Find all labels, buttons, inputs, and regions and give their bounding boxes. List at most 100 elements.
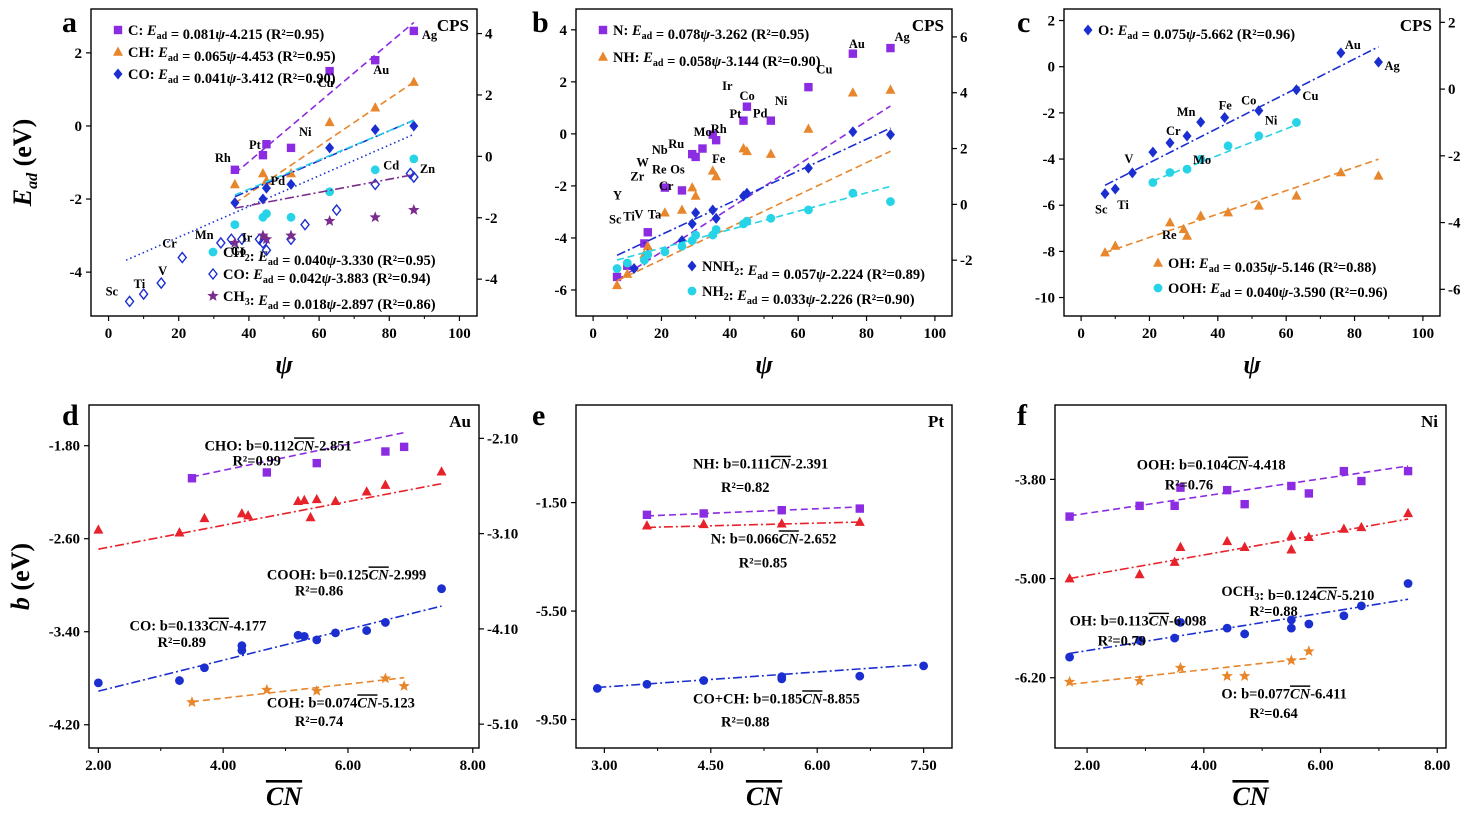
data-point bbox=[261, 683, 273, 695]
x-axis-title: ψ bbox=[1243, 350, 1261, 379]
x-tick-label: 2.00 bbox=[85, 758, 111, 774]
data-point bbox=[1403, 466, 1413, 476]
data-point bbox=[777, 506, 786, 515]
point-label: Cd bbox=[383, 158, 399, 172]
y2-tick-label: -2 bbox=[1448, 149, 1461, 165]
y-tick-label: -6 bbox=[555, 283, 568, 299]
data-point bbox=[629, 263, 639, 275]
data-point bbox=[1254, 131, 1264, 141]
y2-tick-label: 2 bbox=[485, 88, 493, 104]
data-point bbox=[1134, 568, 1145, 579]
series-ooh: OOH: b=0.104CN-4.418 R²=0.76 bbox=[1065, 457, 1413, 521]
y2-tick-label: 6 bbox=[960, 30, 968, 46]
data-point bbox=[699, 509, 708, 518]
x-tick-label: 4.00 bbox=[210, 758, 236, 774]
legend-label: N: Ead = 0.078ψ-3.262 (R²=0.95) bbox=[613, 23, 809, 43]
point-label: Co bbox=[231, 244, 246, 258]
point-label: Co bbox=[1241, 94, 1256, 108]
y-tick-label: -9.50 bbox=[536, 713, 567, 729]
data-point bbox=[1356, 601, 1366, 611]
data-point bbox=[1373, 170, 1384, 180]
r2-label: R²=0.76 bbox=[1165, 477, 1213, 493]
point-label: V bbox=[1124, 152, 1133, 166]
data-point bbox=[742, 216, 752, 226]
r2-label: R²=0.99 bbox=[232, 453, 280, 469]
data-point bbox=[885, 84, 896, 94]
series-nh: NH: Ead = 0.058ψ-3.144 (R²=0.90) bbox=[598, 50, 896, 290]
y2-tick-label: 4 bbox=[485, 27, 493, 43]
data-point bbox=[1165, 137, 1175, 149]
point-label: Rh bbox=[711, 122, 727, 136]
y2-tick-label: 4 bbox=[960, 86, 968, 102]
data-point bbox=[1253, 200, 1264, 210]
y-tick-label: -4 bbox=[1043, 152, 1056, 168]
data-point bbox=[1178, 223, 1189, 234]
data-point bbox=[660, 247, 670, 257]
y-tick-label: -4 bbox=[70, 265, 83, 281]
x-tick-label: 100 bbox=[448, 326, 471, 342]
panel-tag: Ni bbox=[1421, 412, 1438, 431]
data-point bbox=[1195, 210, 1206, 220]
r2-label: R²=0.64 bbox=[1249, 706, 1297, 722]
data-point bbox=[699, 676, 709, 685]
data-point bbox=[285, 229, 297, 241]
point-label: Cr bbox=[1166, 124, 1181, 138]
data-point bbox=[1127, 167, 1137, 179]
x-axis-title: ψ bbox=[275, 350, 293, 379]
fit-line bbox=[98, 482, 442, 550]
y-tick-label: -5.50 bbox=[536, 604, 567, 620]
x-tick-label: 100 bbox=[924, 326, 947, 342]
point-label: Cu bbox=[1302, 89, 1318, 103]
data-point bbox=[711, 225, 721, 234]
point-label: Nb bbox=[652, 143, 668, 157]
x-tick-label: 6.00 bbox=[1307, 758, 1333, 774]
data-point bbox=[1403, 579, 1413, 588]
point-label: Fe bbox=[712, 152, 726, 166]
data-point bbox=[641, 520, 652, 530]
point-label: Ti bbox=[1117, 198, 1129, 212]
legend-label: CH3: Ead = 0.018ψ-2.897 (R²=0.86) bbox=[223, 289, 436, 313]
equation-label: O: b=0.077CN-6.411 bbox=[1221, 686, 1347, 702]
data-point bbox=[766, 116, 776, 125]
series-nh2: NH2: Ead = 0.033ψ-2.226 (R²=0.90) bbox=[612, 185, 915, 308]
panel-tag: CPS bbox=[437, 16, 469, 35]
y2-tick-label: -4 bbox=[485, 272, 498, 288]
data-point bbox=[1223, 141, 1233, 151]
panel-b: b CPS 0 20 40 60 80 100 -6 -4 -2 0 2 4 -2 0 2 4 6 ψ N: Ead =… bbox=[532, 6, 973, 379]
point-label: Cu bbox=[318, 76, 334, 90]
data-point bbox=[1291, 190, 1302, 200]
data-point bbox=[312, 458, 321, 468]
equation-label: N: b=0.066CN-2.652 bbox=[711, 531, 837, 547]
x-tick-label: 0 bbox=[1077, 326, 1085, 342]
point-label: Ag bbox=[894, 30, 910, 44]
data-point bbox=[1336, 47, 1346, 59]
data-point bbox=[230, 197, 240, 209]
y2-tick-label: -4 bbox=[1448, 216, 1461, 232]
y-tick-label: -2.60 bbox=[49, 532, 80, 548]
y-tick-label: 4 bbox=[560, 23, 568, 39]
y2-tick-label: 2 bbox=[1448, 15, 1456, 31]
data-point bbox=[1164, 217, 1175, 227]
data-point bbox=[436, 466, 447, 476]
data-point bbox=[331, 203, 342, 217]
data-point bbox=[698, 518, 709, 529]
point-label: V bbox=[158, 264, 167, 278]
plot-frame bbox=[1054, 404, 1447, 749]
point-label: Co bbox=[739, 89, 754, 103]
data-point bbox=[707, 165, 718, 175]
legend-marker bbox=[113, 46, 123, 56]
fit-line bbox=[234, 119, 415, 198]
point-label: Ni bbox=[775, 94, 788, 108]
panel-d: d Au 2.00 4.00 6.00 8.00 -4.20 -3.40 -2.60 -1.80 -… bbox=[6, 399, 518, 811]
point-label: W bbox=[636, 155, 649, 169]
legend-label: OOH: Ead = 0.040ψ-3.590 (R²=0.96) bbox=[1168, 281, 1388, 301]
data-point bbox=[1133, 675, 1146, 686]
fit-line bbox=[1069, 657, 1309, 686]
data-point bbox=[381, 618, 390, 627]
x-tick-label: 60 bbox=[1279, 326, 1294, 342]
data-point bbox=[1169, 556, 1180, 566]
series-oh: OH: b=0.113CN-6.098 R²=0.79 bbox=[1065, 579, 1413, 662]
data-point bbox=[1240, 499, 1249, 509]
